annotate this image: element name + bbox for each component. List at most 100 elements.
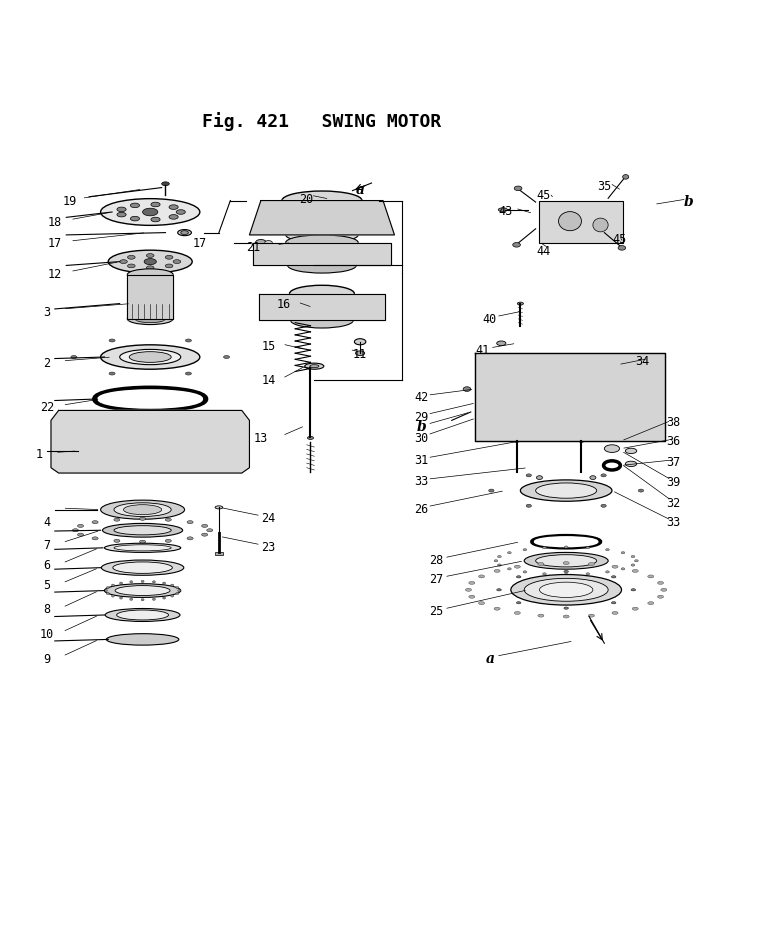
Ellipse shape [135,315,165,324]
Ellipse shape [586,573,590,576]
Text: 10: 10 [40,627,54,640]
Ellipse shape [604,446,620,453]
Text: 15: 15 [261,340,276,353]
Ellipse shape [106,593,110,595]
Ellipse shape [169,215,178,220]
Ellipse shape [526,474,532,478]
Ellipse shape [648,602,654,605]
Ellipse shape [612,565,618,568]
Ellipse shape [171,595,174,598]
Text: 1: 1 [36,448,43,461]
Text: 30: 30 [414,431,428,445]
Ellipse shape [92,537,98,540]
Polygon shape [127,276,173,319]
Text: 20: 20 [300,193,314,206]
Ellipse shape [139,541,146,544]
Text: 43: 43 [498,205,512,218]
Ellipse shape [59,436,74,447]
Ellipse shape [147,423,153,427]
Ellipse shape [187,537,193,540]
Ellipse shape [165,256,173,260]
Ellipse shape [542,395,561,404]
Ellipse shape [463,387,471,392]
Ellipse shape [480,400,492,406]
Text: 28: 28 [429,553,444,566]
Ellipse shape [104,584,181,598]
Ellipse shape [104,590,107,592]
Ellipse shape [494,608,500,611]
Ellipse shape [517,303,523,306]
Ellipse shape [551,363,566,370]
Text: 6: 6 [44,559,51,571]
Ellipse shape [165,540,172,543]
Ellipse shape [146,266,154,270]
Ellipse shape [77,525,83,528]
Text: 4: 4 [44,515,51,529]
Ellipse shape [290,286,355,303]
Ellipse shape [469,596,475,598]
Ellipse shape [176,593,179,595]
Ellipse shape [130,204,139,209]
Text: 39: 39 [666,476,680,488]
Ellipse shape [338,303,344,309]
Ellipse shape [105,609,180,622]
Text: 3: 3 [44,306,51,318]
Ellipse shape [539,582,593,598]
Ellipse shape [117,208,126,212]
Ellipse shape [117,213,126,218]
Ellipse shape [516,576,521,579]
Ellipse shape [185,340,192,343]
Ellipse shape [661,589,667,592]
Ellipse shape [306,300,337,312]
Text: a: a [486,651,494,666]
Text: 26: 26 [414,502,428,515]
Text: b: b [683,194,693,209]
Text: 33: 33 [666,515,680,529]
Ellipse shape [115,586,170,596]
Ellipse shape [551,393,566,398]
Ellipse shape [634,560,638,563]
Ellipse shape [301,212,343,226]
Ellipse shape [535,483,597,498]
Text: 27: 27 [429,572,444,585]
Text: 37: 37 [666,456,680,468]
Ellipse shape [100,346,200,370]
Ellipse shape [611,576,616,579]
Ellipse shape [498,209,507,212]
Ellipse shape [194,448,199,452]
Ellipse shape [101,431,107,435]
Ellipse shape [72,530,78,532]
Ellipse shape [100,500,185,519]
Text: 13: 13 [254,431,268,445]
Ellipse shape [507,568,511,570]
Ellipse shape [152,582,155,583]
Ellipse shape [106,587,110,589]
Ellipse shape [625,462,637,467]
Ellipse shape [631,589,636,591]
Ellipse shape [524,579,608,601]
Text: 11: 11 [353,347,367,361]
Ellipse shape [129,352,172,363]
Ellipse shape [631,565,635,566]
Ellipse shape [130,217,139,222]
Ellipse shape [563,562,569,565]
Ellipse shape [100,199,200,227]
Ellipse shape [643,367,666,375]
Text: 41: 41 [475,344,489,357]
Ellipse shape [355,351,365,356]
Ellipse shape [514,612,520,615]
Text: 7: 7 [44,538,51,551]
Text: 32: 32 [666,496,680,509]
Text: 14: 14 [261,374,276,387]
Ellipse shape [265,242,273,245]
Ellipse shape [92,521,98,524]
Ellipse shape [586,547,590,549]
Ellipse shape [593,219,608,232]
Ellipse shape [152,598,155,600]
Ellipse shape [108,251,192,274]
Ellipse shape [611,602,616,604]
Text: b: b [416,419,426,433]
Text: 40: 40 [483,313,497,326]
Ellipse shape [514,440,519,443]
Ellipse shape [536,476,542,480]
